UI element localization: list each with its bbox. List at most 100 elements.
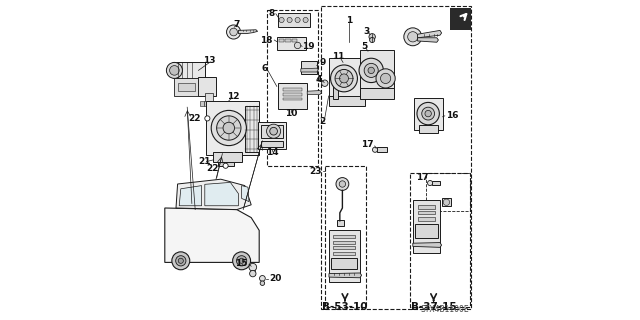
- Bar: [377, 147, 387, 152]
- Bar: [432, 181, 440, 185]
- Circle shape: [295, 18, 300, 23]
- Bar: [442, 198, 451, 206]
- Text: 13: 13: [204, 56, 216, 65]
- Circle shape: [294, 42, 301, 49]
- Circle shape: [370, 37, 375, 43]
- Text: 22: 22: [188, 114, 201, 123]
- Bar: [333, 246, 355, 249]
- Circle shape: [422, 107, 435, 120]
- Circle shape: [211, 110, 246, 146]
- Circle shape: [170, 66, 179, 75]
- Bar: [209, 101, 213, 106]
- Circle shape: [380, 73, 390, 84]
- Circle shape: [230, 28, 237, 36]
- Bar: [333, 235, 355, 238]
- Circle shape: [172, 252, 190, 270]
- Circle shape: [425, 110, 431, 117]
- Bar: [333, 252, 355, 255]
- Circle shape: [376, 69, 396, 88]
- Bar: [333, 241, 355, 244]
- Text: 3: 3: [364, 27, 369, 36]
- Circle shape: [260, 276, 265, 281]
- Bar: [205, 101, 209, 106]
- Bar: [419, 125, 438, 133]
- Bar: [178, 83, 195, 91]
- Circle shape: [216, 116, 241, 140]
- Bar: [329, 230, 360, 282]
- Bar: [418, 211, 435, 214]
- Text: STX4B1100E: STX4B1100E: [420, 305, 468, 314]
- Bar: [415, 98, 443, 130]
- Circle shape: [178, 258, 184, 263]
- Text: 7: 7: [234, 20, 240, 28]
- Bar: [360, 88, 394, 99]
- Polygon shape: [301, 68, 319, 72]
- Bar: [292, 39, 297, 42]
- Text: 12: 12: [227, 92, 240, 100]
- FancyBboxPatch shape: [450, 8, 471, 30]
- Circle shape: [223, 163, 228, 168]
- Text: 2: 2: [319, 117, 325, 126]
- Text: 5: 5: [361, 42, 367, 51]
- Text: 19: 19: [302, 42, 315, 51]
- Circle shape: [322, 80, 328, 86]
- Bar: [251, 266, 255, 275]
- Text: 23: 23: [309, 167, 322, 176]
- Circle shape: [175, 256, 186, 266]
- Polygon shape: [176, 179, 251, 210]
- Text: 21: 21: [198, 157, 211, 166]
- Text: 17: 17: [361, 140, 374, 149]
- Bar: [329, 58, 365, 102]
- Circle shape: [369, 34, 375, 40]
- Circle shape: [205, 116, 210, 121]
- Circle shape: [331, 65, 357, 92]
- Circle shape: [335, 69, 353, 87]
- Circle shape: [404, 28, 422, 46]
- Text: 9: 9: [319, 58, 326, 67]
- Circle shape: [250, 270, 256, 277]
- Bar: [261, 125, 283, 138]
- Polygon shape: [242, 186, 249, 202]
- Polygon shape: [413, 243, 442, 247]
- Text: 14: 14: [266, 148, 278, 156]
- Circle shape: [287, 18, 292, 23]
- Text: FR.: FR.: [446, 12, 465, 22]
- Bar: [218, 162, 234, 166]
- Bar: [278, 13, 310, 27]
- Bar: [206, 101, 259, 155]
- Text: 6: 6: [262, 64, 268, 73]
- Bar: [337, 220, 344, 226]
- Polygon shape: [179, 186, 202, 206]
- Bar: [426, 173, 470, 211]
- Bar: [174, 78, 198, 96]
- Bar: [332, 258, 357, 269]
- Polygon shape: [173, 62, 205, 78]
- Bar: [415, 224, 438, 238]
- Bar: [261, 141, 283, 147]
- Bar: [198, 77, 216, 96]
- Text: 10: 10: [285, 109, 298, 118]
- Bar: [329, 96, 365, 106]
- Text: 15: 15: [236, 260, 248, 268]
- Circle shape: [443, 199, 449, 205]
- Polygon shape: [418, 38, 438, 42]
- Bar: [301, 61, 317, 74]
- Circle shape: [166, 62, 182, 78]
- Circle shape: [279, 18, 284, 23]
- Circle shape: [428, 180, 433, 186]
- Circle shape: [417, 102, 439, 125]
- Circle shape: [336, 178, 349, 190]
- Bar: [268, 10, 319, 166]
- Circle shape: [359, 58, 383, 83]
- Bar: [278, 83, 307, 109]
- Text: 22: 22: [207, 164, 219, 172]
- Circle shape: [267, 124, 281, 138]
- Text: 4: 4: [316, 75, 322, 84]
- Circle shape: [233, 252, 251, 270]
- Bar: [245, 106, 259, 152]
- Circle shape: [408, 32, 418, 42]
- Text: 1: 1: [346, 16, 352, 25]
- Bar: [321, 6, 471, 309]
- Bar: [413, 200, 440, 253]
- Text: 18: 18: [260, 36, 273, 44]
